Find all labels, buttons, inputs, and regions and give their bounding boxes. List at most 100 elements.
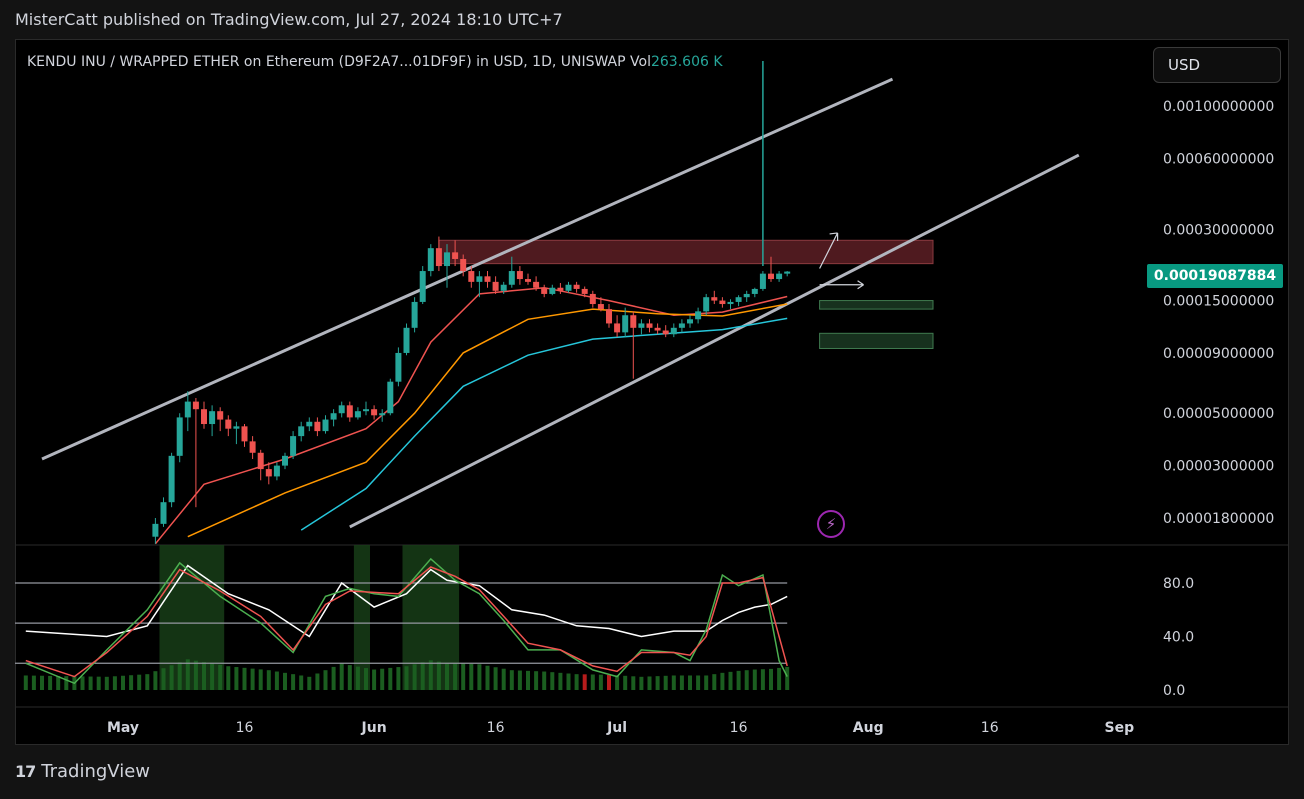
candle: [581, 288, 588, 294]
histogram-bar: [80, 676, 85, 690]
histogram-bar: [688, 675, 692, 690]
price-tick-label: 0.00060000000: [1163, 151, 1274, 167]
histogram-bar: [436, 661, 441, 690]
histogram-bar: [542, 671, 547, 690]
histogram-bar: [704, 675, 709, 690]
histogram-bar: [501, 668, 506, 690]
candle: [444, 252, 450, 267]
candle: [330, 413, 337, 420]
candle: [160, 502, 167, 524]
histogram-bar: [590, 674, 595, 690]
histogram-bar: [639, 676, 644, 690]
histogram-bar: [647, 676, 652, 690]
candle: [411, 301, 418, 328]
candle: [768, 273, 774, 280]
histogram-bar: [728, 671, 733, 690]
histogram-bar: [631, 676, 636, 690]
candle: [557, 287, 564, 291]
brand-name: TradingView: [41, 761, 151, 782]
footer-brand[interactable]: 17 TradingView: [15, 761, 150, 782]
price-chart[interactable]: 0.00100000000 0.00060000000 0.00030000000 0…: [15, 39, 1289, 745]
publisher-line: MisterCatt published on TradingView.com,…: [15, 10, 563, 29]
histogram-bar: [226, 666, 231, 690]
histogram-bar: [299, 675, 304, 690]
candle: [306, 421, 313, 427]
candle: [298, 426, 305, 437]
histogram-bar: [210, 663, 215, 690]
histogram-bar: [161, 668, 166, 690]
histogram-bar: [671, 675, 676, 690]
overbought-shade: [159, 545, 225, 690]
histogram-bar: [121, 675, 125, 690]
candle: [460, 258, 467, 272]
candle: [597, 304, 604, 310]
price-tick-label: 0.00005000000: [1163, 406, 1274, 422]
candle: [371, 409, 378, 416]
candle: [751, 288, 758, 294]
histogram-bar: [769, 668, 773, 690]
histogram-bar: [720, 672, 725, 690]
histogram-bar: [607, 674, 611, 690]
histogram-bar: [185, 659, 190, 690]
histogram-bar: [445, 662, 449, 690]
histogram-bar: [404, 666, 409, 690]
candle: [484, 276, 491, 282]
histogram-bar: [355, 666, 360, 690]
histogram-bar: [323, 670, 328, 690]
candle: [525, 279, 531, 282]
tradingview-logo-icon: 17: [15, 762, 36, 781]
histogram-bar: [736, 670, 741, 690]
candle: [670, 327, 677, 335]
histogram-bar: [274, 671, 279, 690]
candle: [476, 276, 483, 282]
histogram-bar: [615, 675, 620, 690]
histogram-bar: [566, 673, 571, 690]
histogram-bar: [712, 674, 717, 690]
lower-channel: [349, 153, 1080, 529]
histogram-bar: [234, 667, 239, 690]
histogram-bar: [137, 674, 142, 690]
candle: [500, 284, 507, 291]
histogram-bar: [526, 670, 530, 690]
histogram-bar: [129, 675, 134, 690]
candle: [403, 327, 410, 353]
histogram-bar: [655, 676, 660, 690]
date-tick-label: 16: [236, 720, 254, 736]
candle: [516, 271, 523, 280]
candle: [379, 413, 386, 416]
histogram-bar: [31, 675, 36, 690]
histogram-bar: [679, 675, 684, 690]
candle: [565, 284, 572, 291]
candle: [541, 287, 548, 294]
histogram-bar: [40, 675, 44, 690]
candle: [225, 419, 232, 429]
candle: [549, 287, 556, 294]
price-pane: [41, 61, 1080, 545]
candle: [735, 297, 742, 302]
histogram-bar: [347, 665, 352, 690]
currency-button[interactable]: USD: [1153, 47, 1281, 83]
candle: [395, 352, 402, 382]
candle: [249, 441, 256, 453]
lightning-icon[interactable]: ⚡: [817, 510, 845, 538]
candle: [687, 319, 693, 324]
candle: [573, 284, 580, 289]
price-tick-label: 0.00009000000: [1163, 346, 1274, 362]
histogram-bar: [145, 674, 150, 690]
candle: [743, 293, 750, 298]
candle: [776, 273, 783, 280]
date-tick-label: May: [107, 720, 139, 736]
ma-medium: [187, 303, 788, 538]
histogram-bar: [558, 672, 563, 690]
candle: [711, 297, 718, 301]
candle: [468, 271, 475, 282]
symbol-name: KENDU INU / WRAPPED ETHER on Ethereum (D…: [27, 54, 626, 70]
histogram-bar: [485, 665, 490, 690]
candle: [192, 401, 199, 410]
candle: [784, 271, 791, 274]
candle: [273, 465, 280, 477]
histogram-bar: [104, 676, 109, 690]
histogram-bar: [582, 674, 587, 690]
histogram-bar: [550, 672, 555, 690]
osc-tick-label: 40.0: [1163, 630, 1194, 646]
